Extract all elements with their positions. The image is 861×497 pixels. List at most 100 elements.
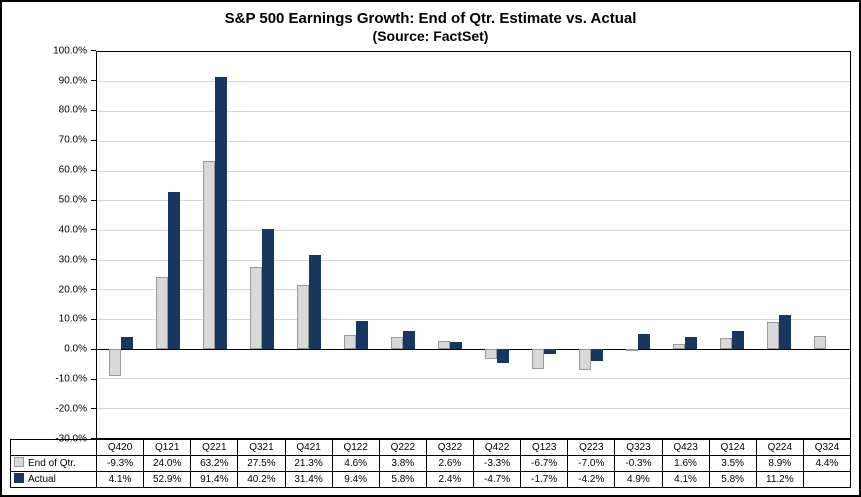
value-cell: 1.6% [661, 454, 710, 472]
category-header: Q421 [284, 438, 333, 456]
y-axis: 100.0% 90.0% 80.0% 70.0% 60.0% 50.0% 40.0% 30.0… [10, 45, 96, 444]
bar-actual [402, 331, 415, 349]
y-axis-label: 80.0% [58, 104, 87, 116]
bar-group [191, 52, 238, 438]
value-cell: -3.3% [472, 454, 522, 472]
y-axis-label: 10.0% [58, 313, 87, 325]
y-axis-label: -10.0% [55, 373, 87, 385]
chart-title: S&P 500 Earnings Growth: End of Qtr. Est… [224, 10, 637, 27]
category-header: Q322 [425, 438, 475, 456]
bar-group [285, 52, 332, 438]
bar-estimate [720, 338, 733, 349]
bar-estimate [249, 267, 262, 349]
value-cell: 31.4% [284, 470, 333, 488]
value-cell: 4.4% [802, 454, 852, 472]
bar-estimate [296, 285, 309, 349]
category-header: Q122 [331, 438, 380, 456]
data-table: Q420 Q121 Q221 Q321 Q421 Q122 Q222 Q322 Q422 Q123… [10, 438, 852, 488]
y-axis-tick [91, 348, 96, 350]
bar-group [662, 52, 709, 438]
category-header: Q123 [520, 438, 569, 456]
chart-area: 100.0% 90.0% 80.0% 70.0% 60.0% 50.0% 40.0% 30.0… [10, 45, 851, 444]
value-cell: 27.5% [237, 454, 286, 472]
chart-titles: S&P 500 Earnings Growth: End of Qtr. Est… [10, 10, 851, 45]
bar-estimate [532, 348, 545, 369]
bar-actual [732, 331, 745, 349]
bar-group [379, 52, 426, 438]
bar-actual [544, 348, 557, 354]
bar-actual [497, 348, 510, 363]
y-axis-label: 40.0% [58, 224, 87, 236]
y-axis-tick [91, 109, 96, 111]
bar-estimate [343, 335, 356, 349]
series-label-cell: End of Qtr. [10, 454, 97, 472]
category-header: Q420 [95, 438, 145, 456]
bar-estimate [626, 348, 639, 351]
chart-subtitle: (Source: FactSet) [372, 28, 489, 44]
y-axis-tick [91, 199, 96, 201]
y-axis-tick [91, 289, 96, 291]
bar-estimate [155, 277, 168, 349]
y-axis-tick [91, 378, 96, 380]
value-cell: 4.9% [614, 470, 663, 488]
value-cell: 8.9% [755, 454, 804, 472]
bar-actual [120, 336, 133, 349]
y-axis-label: 70.0% [58, 134, 87, 146]
value-cell [802, 470, 852, 488]
bar-group [238, 52, 285, 438]
category-header: Q321 [237, 438, 286, 456]
category-header: Q323 [614, 438, 663, 456]
value-cell: 4.6% [331, 454, 380, 472]
category-header: Q121 [143, 438, 192, 456]
bar-group [521, 52, 568, 438]
bar-group [756, 52, 803, 438]
value-cell: -4.7% [472, 470, 522, 488]
gridline [97, 170, 850, 172]
value-cell: 21.3% [284, 454, 333, 472]
gridline [97, 319, 850, 321]
y-axis-tick [91, 318, 96, 320]
zero-line [97, 348, 850, 350]
bar-estimate [485, 348, 498, 359]
y-axis-label: -30.0% [55, 433, 87, 445]
bar-group [568, 52, 615, 438]
bar-estimate [202, 161, 215, 349]
bar-actual [214, 77, 227, 349]
bar-actual [308, 255, 321, 349]
value-cell: 3.8% [378, 454, 427, 472]
bar-actual [449, 341, 462, 349]
bar-actual [261, 229, 274, 349]
value-cell: 11.2% [755, 470, 804, 488]
y-axis-tick [91, 438, 96, 440]
y-axis-tick [91, 408, 96, 410]
y-axis-label: 30.0% [58, 254, 87, 266]
value-cell: 4.1% [95, 470, 145, 488]
gridline [97, 229, 850, 231]
bar-estimate [673, 343, 686, 349]
legend-swatch-estimate [14, 457, 24, 468]
bar-actual [167, 191, 180, 349]
y-axis-tick [91, 169, 96, 171]
gridline [97, 289, 850, 291]
bar-group [615, 52, 662, 438]
y-axis-label: 50.0% [58, 194, 87, 206]
bar-estimate [814, 335, 827, 349]
value-cell: 9.4% [331, 470, 380, 488]
value-cell: 3.5% [708, 454, 757, 472]
y-axis-tick [91, 80, 96, 82]
y-axis-label: 90.0% [58, 75, 87, 87]
value-cell: -7.0% [567, 454, 616, 472]
bar-estimate [108, 348, 121, 377]
bar-actual [591, 348, 604, 362]
value-cell: 5.8% [708, 470, 757, 488]
y-axis-label: 0.0% [64, 343, 87, 355]
value-cell: 52.9% [143, 470, 192, 488]
value-cell: -0.3% [614, 454, 663, 472]
y-axis-tick [91, 50, 96, 52]
gridline [97, 200, 850, 202]
value-cell: 24.0% [143, 454, 192, 472]
y-axis-label: -20.0% [55, 403, 87, 415]
value-cell: 5.8% [378, 470, 427, 488]
value-cell: -1.7% [520, 470, 569, 488]
